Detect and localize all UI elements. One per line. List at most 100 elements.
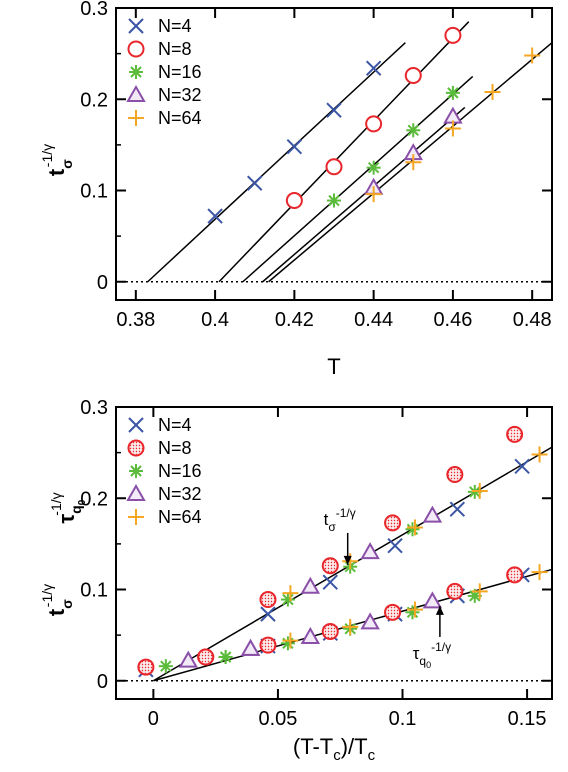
top-ylabel-sup: -1/γ [39, 144, 55, 167]
top-fit-line-2 [218, 21, 470, 283]
svg-text:tσ-1/γ: tσ -1/γ [39, 584, 75, 616]
top-series-n8-point-2 [325, 158, 343, 176]
bottom-xtick-label-4: 0.15 [508, 708, 547, 730]
top-y-axis-title: tσ -1/γ [39, 144, 75, 176]
top-series-n4-point-3 [286, 138, 303, 155]
bottom-ylabel-top-sub: q [68, 505, 84, 514]
bottom-series-n4-point-2 [260, 606, 276, 622]
bottom-series-n16-point-5 [405, 522, 420, 537]
bottom-legend-label-1: N=4 [158, 415, 192, 435]
bottom-series-n16-point-3 [280, 592, 295, 607]
bottom-xtick-label-1: 0 [148, 708, 159, 730]
bottom-xtick-label-3: 0.1 [389, 708, 417, 730]
top-fit-line-1 [147, 42, 406, 283]
bottom-series-n4-point-4-stroke-b [387, 537, 403, 554]
top-fit-line-4 [262, 106, 466, 283]
bottom-lower-series-n64-point-1 [282, 632, 299, 649]
annotation-2-label-subsub: 0 [426, 660, 431, 670]
bottom-ylabel-top-sup: -1/γ [48, 492, 64, 515]
annotation-1-arrow-head [343, 555, 352, 565]
top-series-n4-point-3-stroke-b [286, 138, 303, 155]
bottom-lower-series-n16-point-1 [218, 650, 233, 665]
bottom-lower-series-n8-point-5-ring [446, 582, 464, 600]
top-xtick-label-4: 0.44 [354, 309, 393, 331]
top-legend-marker-3-stroke-d [130, 66, 142, 78]
bottom-series-n64-point-5 [531, 446, 548, 463]
top-ytick-label-2: 0.1 [80, 181, 108, 203]
bottom-series-n32-point-5-shape [422, 505, 443, 523]
bottom-lower-series-n32-point-4-shape [422, 591, 443, 609]
annotation-2-arrow-head [435, 605, 444, 615]
top-legend-label-4: N=32 [158, 85, 202, 105]
top-ytick-label-1: 0 [97, 272, 108, 294]
bottom-series-n64-point-4 [471, 482, 488, 499]
annotation-1-label-base: t [324, 510, 329, 529]
top-legend-label-3: N=16 [158, 62, 202, 82]
top-series-n4-point-5-stroke-b [365, 60, 382, 76]
annotation-1-label: tσ-1/γ [324, 506, 356, 534]
bottom-legend-marker-2-ring [127, 439, 145, 457]
bottom-series-n32-point-5 [422, 505, 443, 523]
bottom-legend-marker-3-stroke-d [130, 465, 142, 477]
top-legend-marker-1 [128, 18, 144, 34]
bottom-series-n8-point-7-ring [506, 425, 524, 443]
bottom-lower-series-n32-point-2 [300, 626, 321, 644]
bottom-series-n8-point-3-ring [259, 591, 277, 609]
bottom-lower-series-n8-point-6 [506, 566, 524, 584]
top-ticks: 0.38 0.4 0.42 0.44 0.46 0.48 0 0.1 0.2 0.3 [80, 0, 552, 331]
top-series-n8-point-1-ring [285, 192, 303, 210]
top-legend-marker-2-ring [127, 40, 145, 58]
annotation-2-label: τq0-1/γ [413, 640, 451, 670]
top-ylabel-base: t [44, 168, 69, 176]
bottom-series-n8-point-6-ring [446, 466, 464, 484]
bottom-lower-series-n16-point-5-stroke-d [469, 590, 481, 602]
top-series-n64-point-3 [444, 120, 461, 137]
top-series-n16-point-2 [366, 160, 381, 175]
bottom-lower-series-n16-point-2 [280, 636, 295, 651]
annotation-2-label-sup: -1/γ [431, 640, 451, 654]
bottom-ytick-label-3: 0.2 [80, 488, 108, 510]
bottom-series-n4-point-5 [449, 501, 466, 517]
top-series-n64-point-1 [365, 186, 382, 203]
bottom-ylabel-bottom-base: t [44, 608, 69, 616]
bottom-xlabel-part-2: c [333, 747, 341, 764]
top-xtick-label-1: 0.38 [116, 309, 155, 331]
top-series-n64-point-2 [405, 154, 422, 171]
bottom-series-n4-point-5-stroke-b [449, 501, 466, 517]
top-series-n4-point-4-stroke-b [326, 102, 342, 118]
bottom-series-n8-point-6 [446, 466, 464, 484]
bottom-lower-series-n16-point-1-stroke-d [219, 651, 232, 663]
top-ylabel-sub: σ [59, 159, 75, 169]
bottom-legend: N=4 N=8 N=16 N=32 N=64 [126, 415, 202, 527]
top-legend-marker-5 [128, 110, 144, 126]
top-legend-marker-1-stroke-b [128, 18, 144, 34]
top-xtick-label-2: 0.4 [201, 309, 229, 331]
top-xtick-label-3: 0.42 [275, 309, 314, 331]
bottom-series-n4-point-4 [387, 537, 403, 554]
top-series-n16-point-1-stroke-d [328, 194, 340, 207]
bottom-series-n8-point-5 [384, 514, 402, 532]
top-series-n16-point-2-stroke-d [367, 161, 380, 174]
top-series-n8-point-5 [444, 26, 462, 44]
bottom-ytick-label-2: 0.1 [80, 580, 108, 602]
top-series-n16-point-1 [327, 193, 341, 208]
bottom-legend-label-5: N=64 [158, 507, 202, 527]
bottom-lower-series-n32-point-1 [240, 638, 261, 656]
bottom-legend-label-2: N=8 [158, 438, 192, 458]
top-legend-label-1: N=4 [158, 16, 192, 36]
top-fit-line-3 [242, 75, 474, 283]
bottom-lower-series-n8-point-2 [259, 636, 277, 654]
bottom-legend-label-4: N=32 [158, 484, 202, 504]
top-series-n8-point-4-ring [404, 67, 422, 85]
top-series-n4-point-2-stroke-b [247, 175, 263, 191]
top-series-n8-point-2-ring [325, 158, 343, 176]
bottom-series-n32-point-3-shape [300, 576, 321, 594]
bottom-lower-series-n8-point-4-ring [384, 603, 402, 621]
top-series-n4-point-1 [207, 208, 223, 224]
top-series-n16-point-4 [445, 85, 460, 100]
top-x-axis-title: T [327, 354, 340, 379]
bottom-ylabel-top-base: τ [54, 514, 79, 524]
bottom-legend-label-3: N=16 [158, 461, 202, 481]
bottom-legend-marker-4-shape [126, 483, 146, 501]
bottom-annotations: tσ-1/γ τq0-1/γ [324, 506, 451, 670]
